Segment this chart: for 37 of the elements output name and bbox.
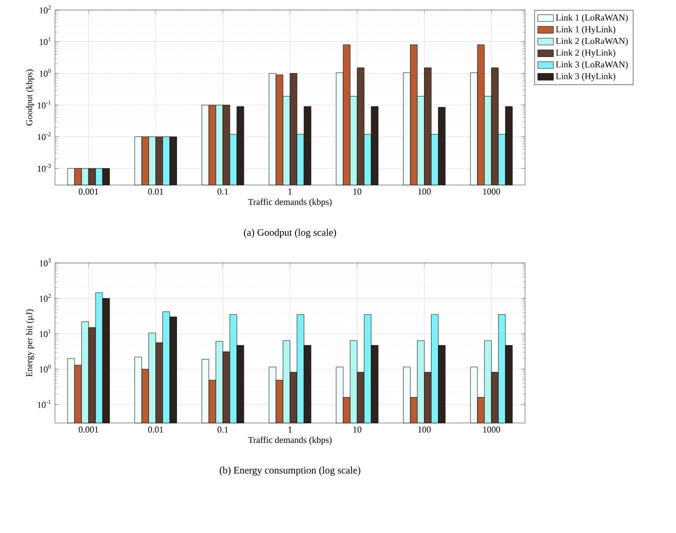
x-tick-label: 1000 (483, 188, 500, 195)
x-axis-title: Traffic demands (kbps) (248, 198, 332, 207)
x-tick-label: 1 (288, 426, 292, 432)
text: (a) Goodput (log scale) (244, 228, 336, 238)
y-axis-title: Goodput (kbps) (26, 70, 34, 126)
x-tick-label: 0.01 (148, 426, 164, 433)
x-tick-label: 10 (353, 188, 362, 195)
y-tick-label: 10$^{1}$ (40, 37, 51, 46)
legend-label: Link 1 (LoRaWAN) (556, 14, 628, 22)
legend-label: Link 3 (HyLink) (556, 72, 616, 82)
x-tick-label: 10 (353, 426, 362, 433)
x-tick-label: 0.01 (148, 188, 164, 195)
legend-label: Link 2 (LoRaWAN) (556, 38, 628, 46)
x-tick-label: 0.1 (218, 188, 228, 195)
y-tick-label: 10$^{3}$ (40, 258, 51, 266)
text: (b) Energy consumption (log scale) (220, 466, 360, 476)
y-tick-label: 10$^{2}$ (40, 294, 51, 302)
legend-label: Link 2 (HyLink) (556, 49, 616, 58)
x-tick-label: 0.001 (78, 188, 98, 195)
x-tick-label: 100 (418, 426, 431, 433)
y-tick-label: 10$^{0}$ (40, 68, 51, 77)
y-tick-label: 10$^{-1}$ (38, 100, 51, 108)
y-axis-title: Energy per bit (μJ) (26, 309, 34, 377)
y-tick-label: 10$^{0}$ (40, 364, 51, 373)
x-tick-label: 1000 (483, 426, 500, 433)
x-tick-label: 1 (288, 188, 292, 194)
y-tick-label: 10$^{-3}$ (38, 164, 51, 172)
y-tick-label: 10$^{-2}$ (38, 132, 51, 140)
legend-label: Link 3 (LoRaWAN) (556, 61, 628, 70)
x-axis-title: Traffic demands (kbps) (248, 436, 332, 445)
y-tick-label: 10$^{1}$ (40, 329, 51, 338)
x-tick-label: 0.001 (78, 426, 98, 433)
legend-label: Link 1 (HyLink) (556, 26, 616, 34)
y-tick-label: 10$^{2}$ (40, 5, 51, 14)
y-tick-label: 10$^{-1}$ (38, 400, 51, 408)
x-tick-label: 100 (418, 188, 431, 195)
x-tick-label: 0.1 (218, 426, 228, 433)
